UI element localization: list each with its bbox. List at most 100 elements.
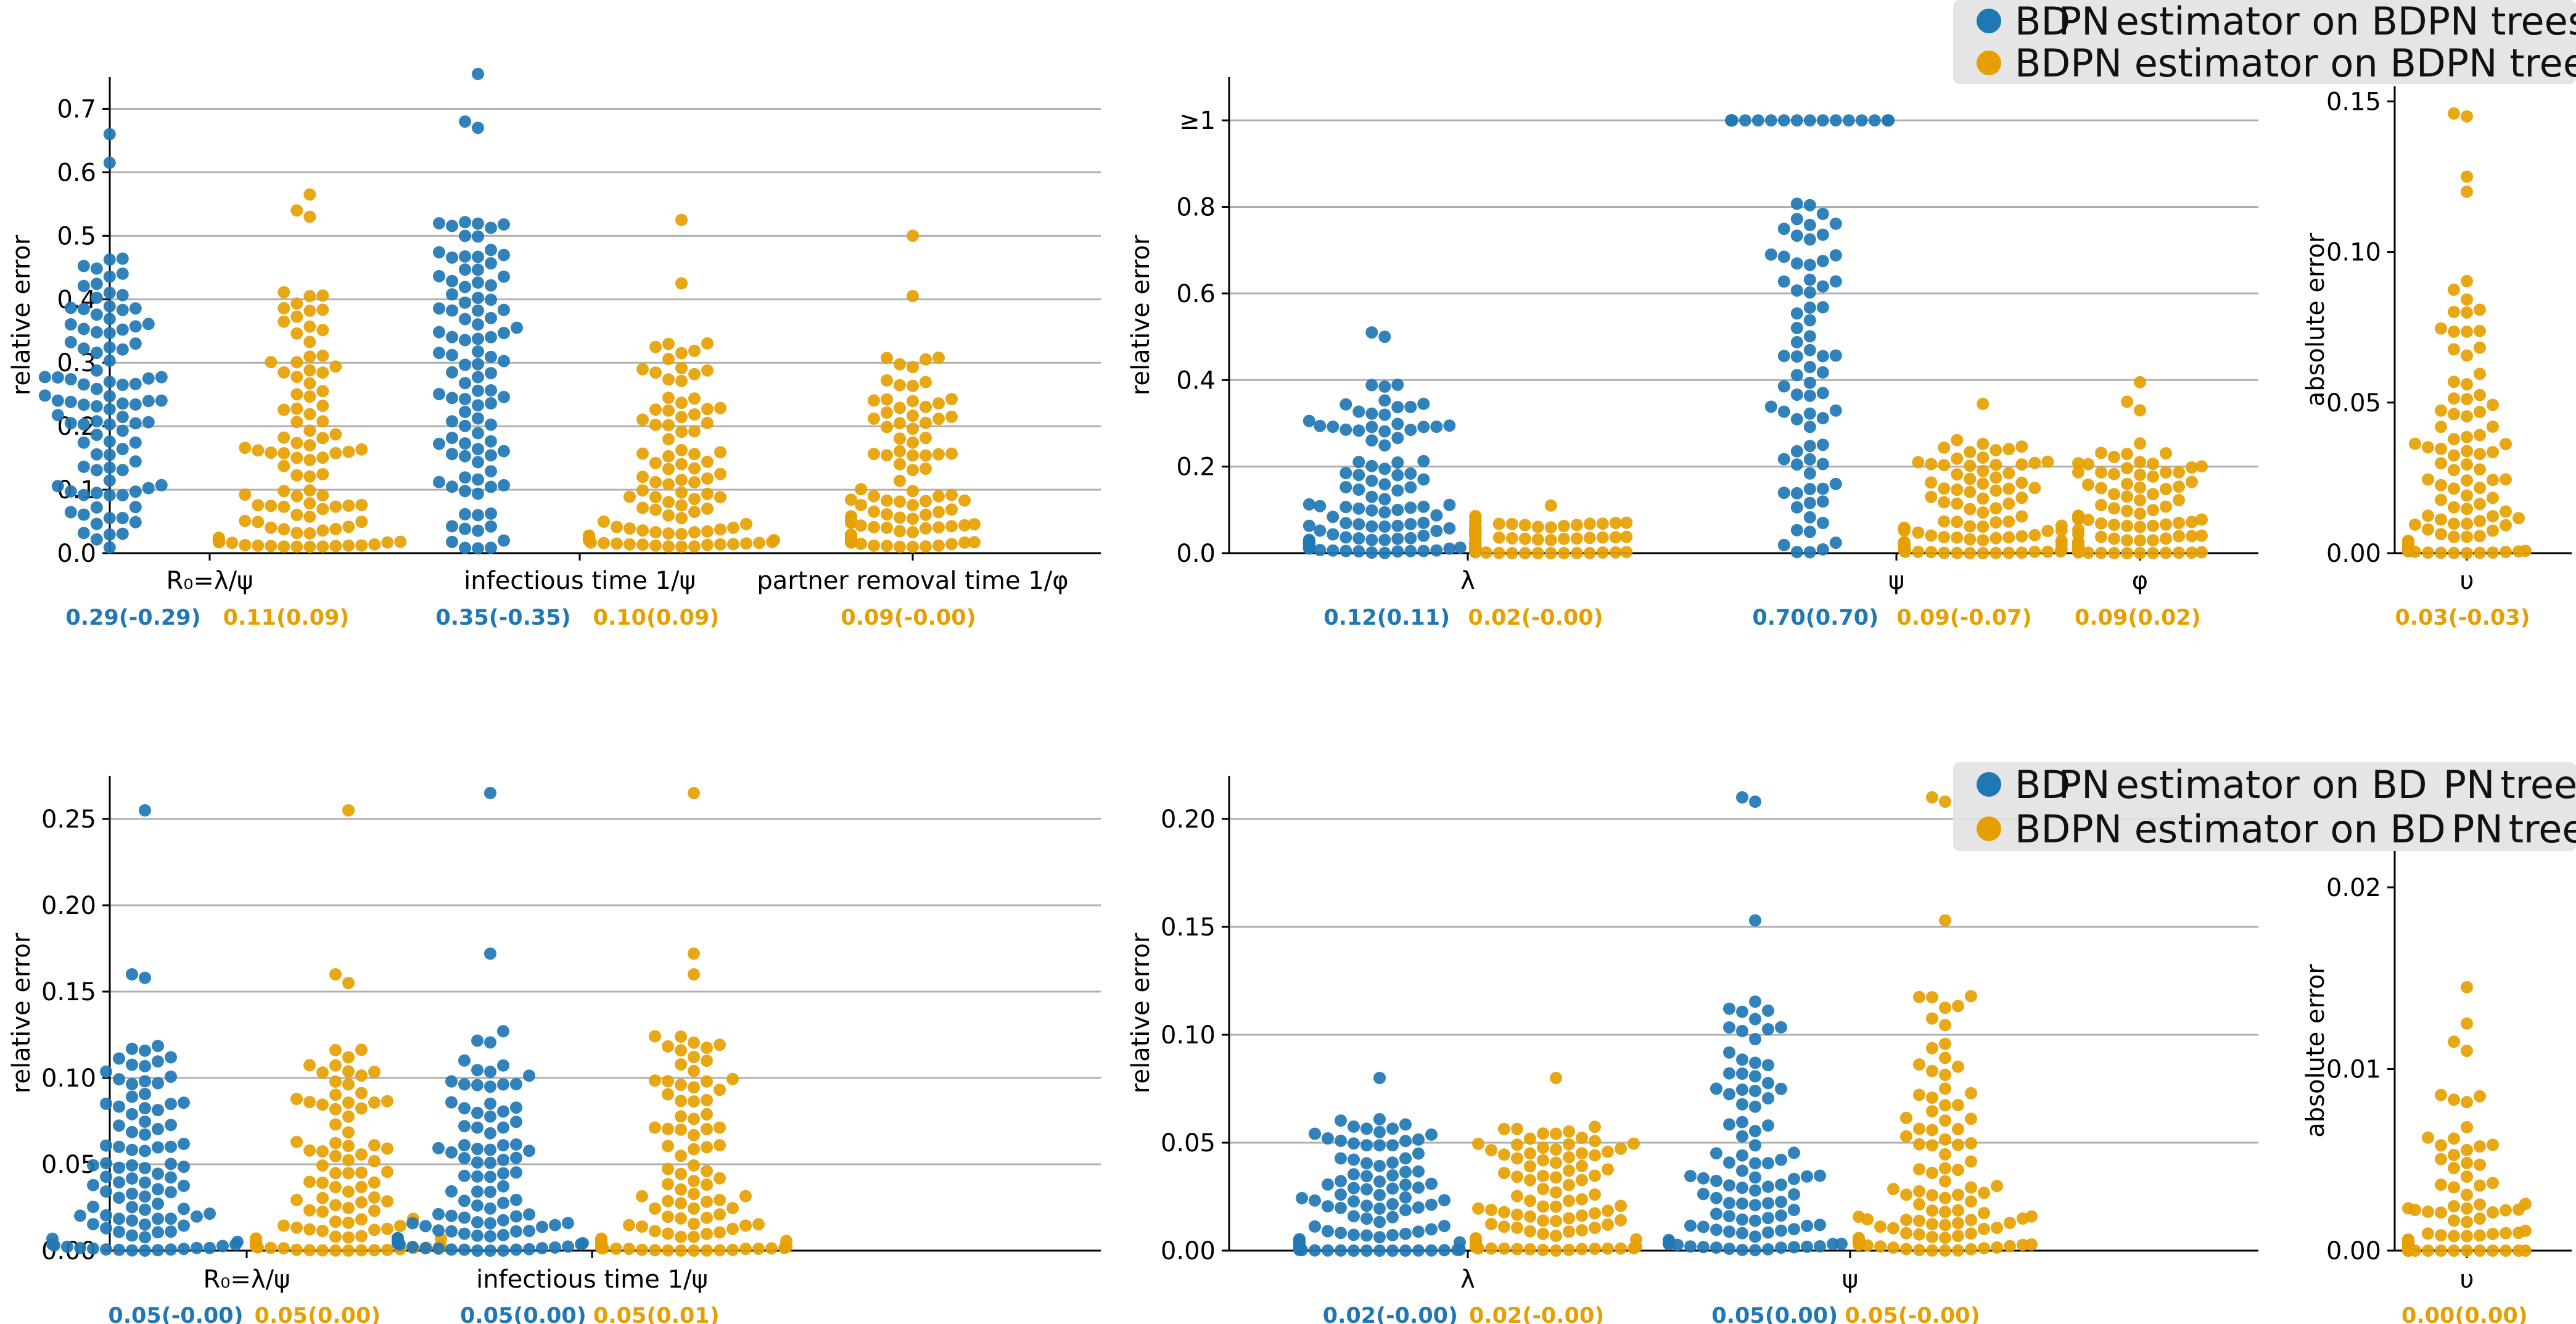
bd-point: [1684, 1170, 1697, 1182]
legend-text: trees: [2509, 807, 2576, 852]
bd-point: [1391, 378, 1404, 391]
y-tick-label: ≥1: [1179, 107, 1216, 135]
bdpn-point: [845, 493, 857, 506]
bd-point: [485, 449, 497, 462]
bd-point: [1378, 533, 1391, 546]
bd-point: [64, 395, 77, 408]
bdpn-point: [2500, 473, 2512, 486]
bd-point: [485, 279, 497, 292]
bd-point: [1801, 1219, 1813, 1232]
bdpn-point: [662, 392, 675, 405]
bdpn-point: [662, 450, 675, 463]
bdpn-point: [2121, 395, 2133, 408]
bd-point: [165, 1157, 177, 1170]
bd-point: [1777, 487, 1790, 500]
bdpn-point: [303, 484, 316, 497]
bdpn-point: [1912, 526, 1925, 539]
bd-point: [1710, 1207, 1722, 1220]
bdpn-point: [1951, 497, 1964, 510]
bdpn-point: [945, 520, 958, 533]
bdpn-point: [1900, 1227, 1912, 1240]
bdpn-point: [2422, 473, 2434, 486]
bd-point: [510, 1116, 522, 1129]
bdpn-point: [688, 493, 701, 506]
bdpn-point: [381, 536, 394, 549]
bdpn-point: [226, 537, 239, 549]
bdpn-point: [1951, 452, 1964, 465]
bdpn-point: [1965, 1227, 1977, 1240]
bdpn-point: [894, 445, 906, 458]
bd-point: [116, 464, 129, 477]
y-tick-label: 0.0: [57, 540, 96, 568]
bdpn-point: [932, 397, 945, 410]
bdpn-point: [868, 448, 880, 461]
bd-point: [1378, 331, 1391, 343]
bd-point: [1373, 1202, 1386, 1215]
bdpn-point: [355, 1069, 368, 1082]
bd-point: [498, 270, 510, 283]
bdpn-point: [740, 537, 752, 550]
bd-point: [1322, 1200, 1334, 1213]
bdpn-point: [714, 538, 726, 551]
bdpn-point: [688, 1175, 700, 1188]
bdpn-point: [907, 540, 919, 553]
bdpn-point: [675, 499, 688, 512]
bd-point: [1803, 453, 1816, 466]
bdpn-point: [316, 1225, 329, 1237]
bdpn-point: [1537, 1141, 1549, 1154]
bd-point: [432, 1141, 445, 1154]
bd-point: [1710, 1191, 1722, 1204]
bd-point: [139, 1244, 151, 1257]
bdpn-point: [1620, 546, 1633, 559]
bdpn-point: [2474, 1198, 2486, 1211]
bd-point: [152, 1122, 164, 1135]
bd-point: [1360, 1244, 1373, 1257]
bd-point: [51, 394, 64, 407]
bd-point: [472, 371, 484, 384]
bdpn-point: [2002, 531, 2015, 544]
bdpn-point: [2474, 1090, 2486, 1103]
bdpn-point: [2461, 547, 2473, 559]
bdpn-point: [1505, 517, 1518, 530]
bd-point: [126, 1143, 138, 1156]
bd-point: [178, 1219, 190, 1232]
bdpn-point: [2487, 524, 2499, 537]
bd-point: [152, 1198, 164, 1210]
bdpn-point: [355, 1230, 368, 1243]
bd-point: [1736, 1098, 1748, 1111]
bdpn-point: [701, 403, 714, 416]
bdpn-point: [2186, 546, 2198, 559]
bdpn-point: [2095, 466, 2107, 479]
bd-point: [1777, 350, 1790, 363]
bdpn-point: [316, 415, 329, 428]
bdpn-point: [1609, 546, 1622, 559]
bd-point: [1710, 1175, 1722, 1187]
bd-point: [446, 520, 458, 533]
bd-point: [1777, 114, 1790, 127]
bdpn-point: [2055, 534, 2068, 547]
bdpn-point: [329, 1103, 342, 1116]
bd-point: [1352, 483, 1365, 496]
bdpn-point: [381, 1195, 393, 1207]
bdpn-point: [2025, 1238, 2038, 1251]
y-tick-label: 0.7: [57, 95, 96, 123]
bd-point: [139, 1218, 151, 1231]
bd-point: [1829, 349, 1842, 362]
bd-point: [1314, 544, 1327, 556]
bdpn-point: [2082, 479, 2094, 491]
bdpn-point: [1563, 1178, 1575, 1191]
bdpn-point: [2448, 1181, 2460, 1194]
bd-point: [1454, 1236, 1466, 1249]
bdpn-point: [329, 1167, 342, 1180]
bd-point: [485, 311, 497, 324]
bd-point: [1373, 1244, 1386, 1257]
bdpn-point: [1589, 1188, 1601, 1201]
bdpn-point: [252, 539, 265, 552]
bdpn-point: [303, 408, 316, 421]
bd-point: [1803, 496, 1816, 509]
bd-point: [485, 520, 497, 533]
bdpn-point: [2461, 393, 2473, 406]
bdpn-point: [2435, 1178, 2447, 1191]
bdpn-point: [342, 1065, 355, 1078]
bdpn-point: [610, 1242, 622, 1255]
